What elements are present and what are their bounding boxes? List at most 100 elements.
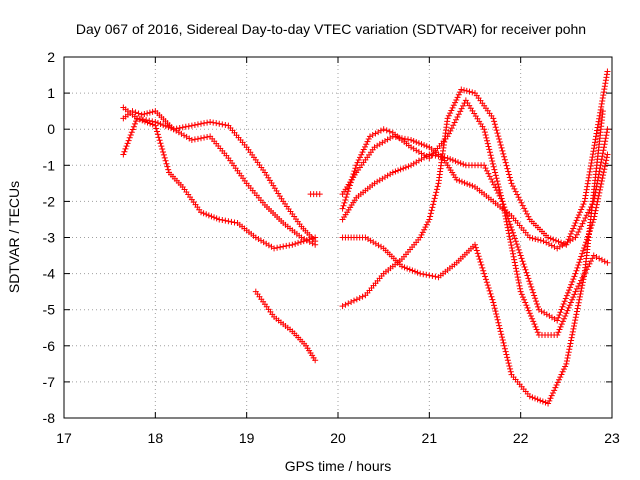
data-point (427, 213, 434, 220)
data-point (370, 239, 377, 246)
data-point (178, 130, 185, 137)
y-tick-label: -5 (43, 302, 56, 318)
data-point (298, 234, 305, 241)
data-point (201, 134, 208, 141)
series-track-d (307, 191, 323, 198)
data-point (519, 202, 526, 209)
data-point (518, 291, 525, 298)
data-point (504, 221, 511, 228)
data-point (581, 198, 588, 205)
data-point (154, 120, 161, 127)
data-point (576, 293, 583, 300)
data-point (601, 163, 608, 170)
data-point (600, 169, 607, 176)
data-point (600, 92, 607, 99)
data-point (601, 83, 608, 90)
data-point (564, 307, 571, 314)
data-point (389, 133, 396, 140)
data-point (210, 119, 217, 126)
data-point (512, 262, 519, 269)
x-tick-label: 19 (239, 430, 255, 446)
data-point (594, 127, 601, 134)
data-point (432, 273, 439, 280)
data-point (523, 269, 530, 276)
data-point (602, 135, 609, 142)
data-point (194, 121, 201, 128)
y-tick-label: -4 (43, 266, 56, 282)
data-point (579, 250, 586, 257)
data-point (147, 120, 154, 127)
data-point (124, 140, 131, 147)
data-point (585, 177, 592, 184)
data-point (547, 395, 554, 402)
data-point (502, 348, 509, 355)
series-track-i (339, 108, 606, 407)
data-point (492, 124, 499, 131)
data-point (603, 154, 610, 161)
data-point (552, 237, 559, 244)
data-point (569, 331, 576, 338)
data-point (461, 179, 468, 186)
data-point (132, 109, 139, 116)
data-point (517, 285, 524, 292)
data-point (268, 243, 275, 250)
data-point (516, 197, 523, 204)
data-point (488, 293, 495, 300)
data-point (423, 221, 430, 228)
data-point (604, 68, 611, 75)
data-point (481, 162, 488, 169)
plot-frame (63, 56, 613, 419)
data-point (568, 281, 575, 288)
data-point (409, 267, 416, 274)
data-point (505, 360, 512, 367)
data-point (558, 239, 565, 246)
data-point (557, 374, 564, 381)
data-point (529, 315, 536, 322)
data-point (593, 183, 600, 190)
data-point (134, 115, 141, 122)
data-point (395, 134, 402, 141)
data-point (581, 273, 588, 280)
data-point (173, 125, 180, 132)
data-point (532, 395, 539, 402)
data-point (494, 130, 501, 137)
data-point (565, 352, 572, 359)
data-point (511, 256, 518, 263)
data-point (599, 175, 606, 182)
data-point (360, 146, 367, 153)
data-point (133, 118, 140, 125)
x-tick-label: 21 (422, 430, 438, 446)
y-tick-label: -1 (43, 157, 56, 173)
data-point (306, 236, 313, 243)
data-point (410, 160, 417, 167)
data-point (541, 309, 548, 316)
data-point (499, 201, 506, 208)
data-point (312, 234, 319, 241)
data-point (563, 292, 570, 299)
data-point (572, 220, 579, 227)
data-point (477, 259, 484, 266)
data-point (543, 239, 550, 246)
y-tick-label: 0 (47, 121, 55, 137)
data-point (600, 172, 607, 179)
data-point (505, 168, 512, 175)
data-point (348, 299, 355, 306)
data-point (365, 236, 372, 243)
data-point (569, 328, 576, 335)
data-point (578, 253, 585, 260)
data-point (526, 234, 533, 241)
data-point (458, 178, 465, 185)
data-point (573, 311, 580, 318)
data-point (419, 229, 426, 236)
y-tick-label: 1 (47, 85, 55, 101)
data-point (514, 244, 521, 250)
data-point (129, 126, 136, 133)
data-point (445, 112, 452, 119)
data-point (571, 320, 578, 327)
data-point (578, 288, 585, 295)
data-point (504, 165, 511, 172)
data-point (493, 127, 500, 134)
data-point (353, 162, 360, 169)
data-point (602, 77, 609, 84)
data-point (505, 227, 512, 234)
